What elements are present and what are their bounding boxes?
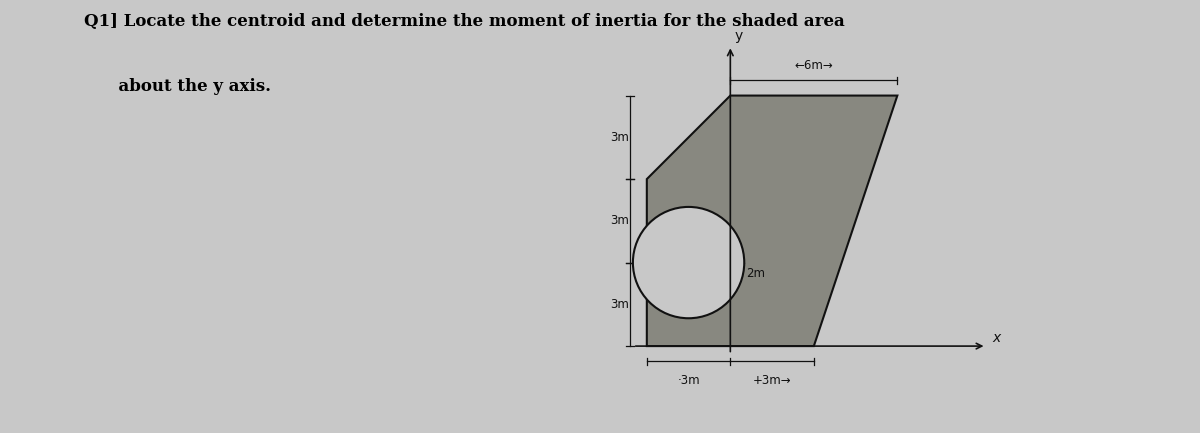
Polygon shape bbox=[647, 96, 898, 346]
Text: about the y axis.: about the y axis. bbox=[84, 78, 271, 95]
Circle shape bbox=[632, 207, 744, 318]
Text: 3m: 3m bbox=[610, 131, 629, 144]
Text: ←6m→: ←6m→ bbox=[794, 59, 833, 72]
Text: 2m: 2m bbox=[745, 267, 764, 280]
Text: 3m: 3m bbox=[610, 214, 629, 227]
Text: Q1] Locate the centroid and determine the moment of inertia for the shaded area: Q1] Locate the centroid and determine th… bbox=[84, 13, 845, 30]
Text: +3m→: +3m→ bbox=[752, 374, 791, 387]
Text: y: y bbox=[734, 29, 743, 43]
Text: ·3m: ·3m bbox=[677, 374, 700, 387]
Text: x: x bbox=[992, 331, 1001, 345]
Text: 3m: 3m bbox=[610, 298, 629, 311]
